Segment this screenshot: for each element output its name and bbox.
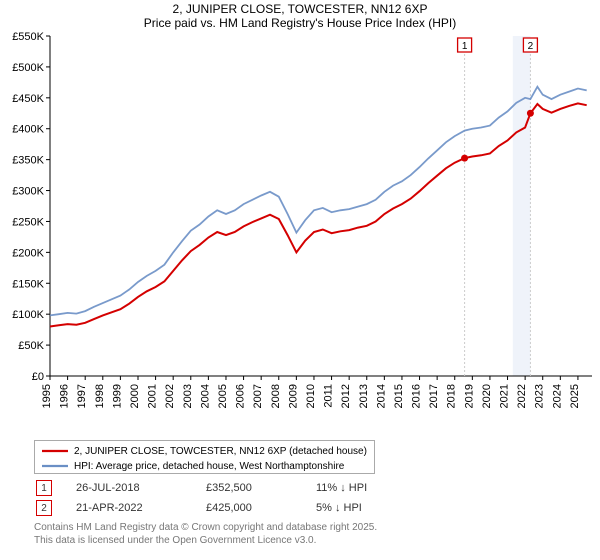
title-address: 2, JUNIPER CLOSE, TOWCESTER, NN12 6XP [0,2,600,16]
svg-text:£350K: £350K [12,155,44,167]
svg-text:2016: 2016 [411,384,423,408]
svg-text:£200K: £200K [12,247,44,259]
svg-text:£50K: £50K [18,340,44,352]
txn-delta: 5% ↓ HPI [316,502,362,514]
txn-date: 21-APR-2022 [76,502,206,514]
svg-text:£400K: £400K [12,124,44,136]
svg-text:2001: 2001 [147,384,159,408]
svg-text:2010: 2010 [305,384,317,408]
txn-price: £425,000 [206,502,316,514]
svg-text:1996: 1996 [59,384,71,408]
marker-badge-2: 2 [36,500,52,516]
svg-text:£150K: £150K [12,278,44,290]
svg-text:2, JUNIPER CLOSE, TOWCESTER, N: 2, JUNIPER CLOSE, TOWCESTER, NN12 6XP (d… [74,446,367,457]
transaction-row: 1 26-JUL-2018 £352,500 11% ↓ HPI [34,480,592,496]
svg-text:2003: 2003 [182,384,194,408]
svg-text:£500K: £500K [12,62,44,74]
svg-text:HPI: Average price, detached h: HPI: Average price, detached house, West… [74,461,345,472]
svg-text:2006: 2006 [235,384,247,408]
svg-text:2025: 2025 [569,384,581,408]
svg-text:1: 1 [462,41,468,52]
svg-text:£100K: £100K [12,309,44,321]
licence-text: Contains HM Land Registry data © Crown c… [34,522,592,547]
svg-text:2011: 2011 [323,384,335,408]
svg-text:2015: 2015 [393,384,405,408]
price-chart: £0 £50K £100K £150K £200K £250K £300K £350K £400… [0,30,600,430]
svg-text:2022: 2022 [516,384,528,408]
svg-text:£250K: £250K [12,216,44,228]
title-subtitle: Price paid vs. HM Land Registry's House … [0,16,600,30]
svg-text:2007: 2007 [252,384,264,408]
svg-text:2002: 2002 [164,384,176,408]
svg-text:2019: 2019 [463,384,475,408]
svg-text:2012: 2012 [340,384,352,408]
svg-text:£0: £0 [32,371,44,383]
txn-price: £352,500 [206,482,316,494]
txn-date: 26-JUL-2018 [76,482,206,494]
marker-badge-1: 1 [36,480,52,496]
svg-text:£550K: £550K [12,31,44,43]
svg-text:1998: 1998 [94,384,106,408]
svg-text:2021: 2021 [499,384,511,408]
svg-text:£450K: £450K [12,93,44,105]
svg-text:2018: 2018 [446,384,458,408]
svg-text:1995: 1995 [41,384,53,408]
legend: 2, JUNIPER CLOSE, TOWCESTER, NN12 6XP (d… [34,440,394,476]
svg-text:2023: 2023 [534,384,546,408]
svg-text:2024: 2024 [551,384,563,408]
txn-delta: 11% ↓ HPI [316,482,367,494]
svg-text:£300K: £300K [12,186,44,198]
transaction-row: 2 21-APR-2022 £425,000 5% ↓ HPI [34,500,592,516]
svg-text:2: 2 [528,41,534,52]
svg-text:2020: 2020 [481,384,493,408]
svg-text:2000: 2000 [129,384,141,408]
svg-text:2004: 2004 [199,384,211,408]
svg-text:1997: 1997 [76,384,88,408]
svg-text:2014: 2014 [375,384,387,408]
svg-text:2009: 2009 [287,384,299,408]
svg-text:2013: 2013 [358,384,370,408]
svg-text:2017: 2017 [428,384,440,408]
svg-text:2008: 2008 [270,384,282,408]
svg-text:2005: 2005 [217,384,229,408]
svg-text:1999: 1999 [111,384,123,408]
